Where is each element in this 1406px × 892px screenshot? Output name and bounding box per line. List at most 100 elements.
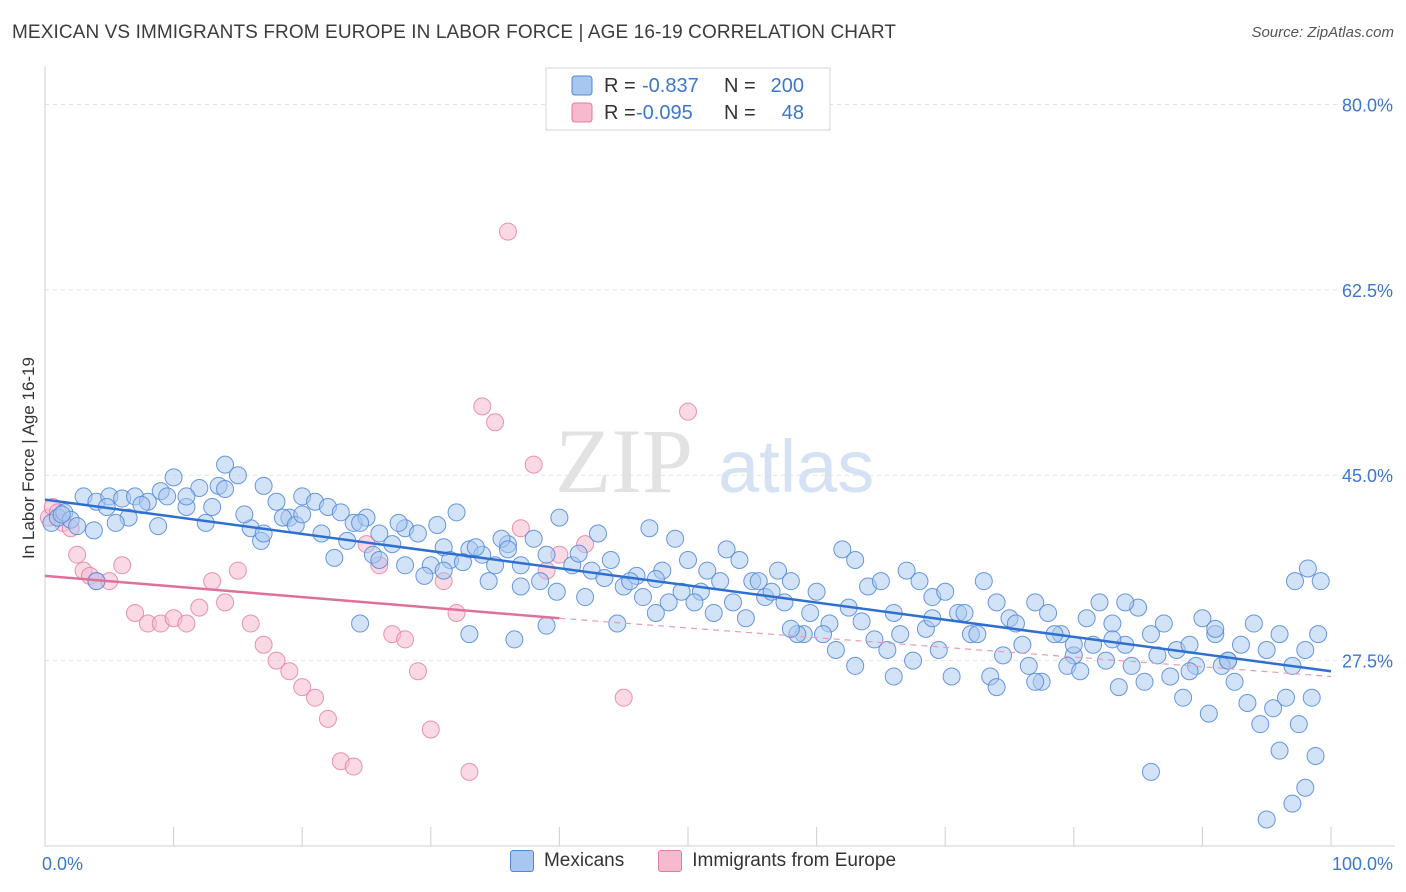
data-point-immigrants	[306, 688, 325, 707]
data-point-mexicans	[621, 572, 640, 591]
data-point-mexicans	[511, 577, 530, 596]
data-point-mexicans	[576, 588, 595, 607]
data-point-mexicans	[453, 553, 472, 572]
data-point-mexicans	[524, 529, 543, 548]
data-point-mexicans	[396, 556, 415, 575]
legend-n-label-1: N =	[724, 75, 756, 97]
data-point-mexicans	[149, 517, 168, 536]
data-point-mexicans	[781, 619, 800, 638]
data-point-mexicans	[666, 529, 685, 548]
legend-n-value-2: 48	[782, 102, 804, 124]
legend-label-immigrants: Immigrants from Europe	[692, 850, 897, 871]
data-point-mexicans	[685, 593, 704, 612]
data-point-mexicans	[1096, 651, 1115, 670]
data-point-mexicans	[216, 455, 235, 474]
data-point-mexicans	[846, 550, 865, 569]
watermark-zip: ZIP	[555, 410, 693, 512]
data-point-mexicans	[1199, 704, 1218, 723]
data-point-immigrants	[447, 603, 466, 622]
data-point-mexicans	[833, 540, 852, 559]
legend-item-immigrants: Immigrants from Europe	[658, 850, 896, 872]
data-point-mexicans	[434, 561, 453, 580]
data-point-mexicans	[717, 540, 736, 559]
data-point-mexicans	[505, 630, 524, 649]
data-point-mexicans	[987, 678, 1006, 697]
data-point-mexicans	[1090, 593, 1109, 612]
data-point-mexicans	[408, 524, 427, 543]
legend-n-value-1: 200	[771, 75, 804, 97]
data-point-mexicans	[1103, 630, 1122, 649]
y-tick-label: 45.0%	[1342, 466, 1393, 486]
data-point-mexicans	[1257, 641, 1276, 660]
data-point-mexicans	[84, 521, 103, 540]
data-point-mexicans	[203, 498, 222, 517]
y-tick-label: 27.5%	[1342, 652, 1393, 672]
legend-swatch-immigrants	[658, 850, 683, 872]
data-point-mexicans	[1116, 593, 1135, 612]
trend-line-immigrants	[44, 574, 560, 620]
data-point-immigrants	[177, 614, 196, 633]
data-point-mexicans	[1103, 614, 1122, 633]
data-point-mexicans	[884, 667, 903, 686]
data-point-mexicans	[370, 524, 389, 543]
data-point-mexicans	[1298, 559, 1317, 578]
data-point-mexicans	[736, 609, 755, 628]
data-point-mexicans	[1193, 609, 1212, 628]
data-point-mexicans	[177, 487, 196, 506]
data-point-mexicans	[1306, 746, 1325, 765]
data-point-mexicans	[1219, 651, 1238, 670]
data-point-mexicans	[1283, 794, 1302, 813]
data-point-mexicans	[1276, 688, 1295, 707]
data-point-immigrants	[524, 455, 543, 474]
data-point-mexicans	[814, 625, 833, 644]
legend-box	[545, 67, 831, 131]
data-point-mexicans	[865, 630, 884, 649]
data-point-immigrants	[113, 556, 132, 575]
data-point-mexicans	[569, 544, 588, 563]
data-point-mexicans	[228, 466, 247, 485]
data-point-mexicans	[531, 572, 550, 591]
data-point-immigrants	[293, 678, 312, 697]
data-point-mexicans	[1302, 688, 1321, 707]
data-point-mexicans	[601, 550, 620, 569]
legend-n-label-2: N =	[724, 102, 756, 124]
data-point-immigrants	[614, 688, 633, 707]
data-point-immigrants	[267, 651, 286, 670]
data-point-mexicans	[293, 505, 312, 524]
data-point-mexicans	[235, 505, 254, 524]
data-point-mexicans	[929, 641, 948, 660]
data-point-mexicans	[466, 538, 485, 557]
data-point-mexicans	[749, 572, 768, 591]
data-point-mexicans	[325, 548, 344, 567]
y-tick-label: 62.5%	[1342, 281, 1393, 301]
data-point-mexicans	[987, 593, 1006, 612]
data-point-mexicans	[415, 566, 434, 585]
data-point-mexicans	[550, 508, 569, 527]
data-point-mexicans	[595, 568, 614, 587]
data-point-immigrants	[126, 603, 145, 622]
data-point-mexicans	[769, 561, 788, 580]
data-point-mexicans	[498, 540, 517, 559]
data-point-mexicans	[1270, 625, 1289, 644]
data-point-mexicans	[1238, 693, 1257, 712]
data-point-mexicans	[1251, 715, 1270, 734]
axes	[44, 66, 1395, 847]
data-point-mexicans	[1289, 715, 1308, 734]
data-point-mexicans	[994, 646, 1013, 665]
x-tick-label: 0.0%	[42, 854, 83, 874]
data-point-immigrants	[241, 614, 260, 633]
data-point-mexicans	[659, 593, 678, 612]
data-point-mexicans	[724, 593, 743, 612]
data-point-immigrants	[408, 662, 427, 681]
data-point-mexicans	[698, 561, 717, 580]
data-point-mexicans	[460, 625, 479, 644]
legend-swatch-blue	[571, 75, 593, 96]
data-point-mexicans	[704, 603, 723, 622]
data-point-mexicans	[447, 503, 466, 522]
data-point-immigrants	[498, 222, 517, 241]
data-point-mexicans	[190, 478, 209, 497]
data-point-mexicans	[1019, 656, 1038, 675]
data-point-mexicans	[910, 572, 929, 591]
legend-swatch-pink	[571, 102, 593, 123]
data-point-mexicans	[1077, 609, 1096, 628]
